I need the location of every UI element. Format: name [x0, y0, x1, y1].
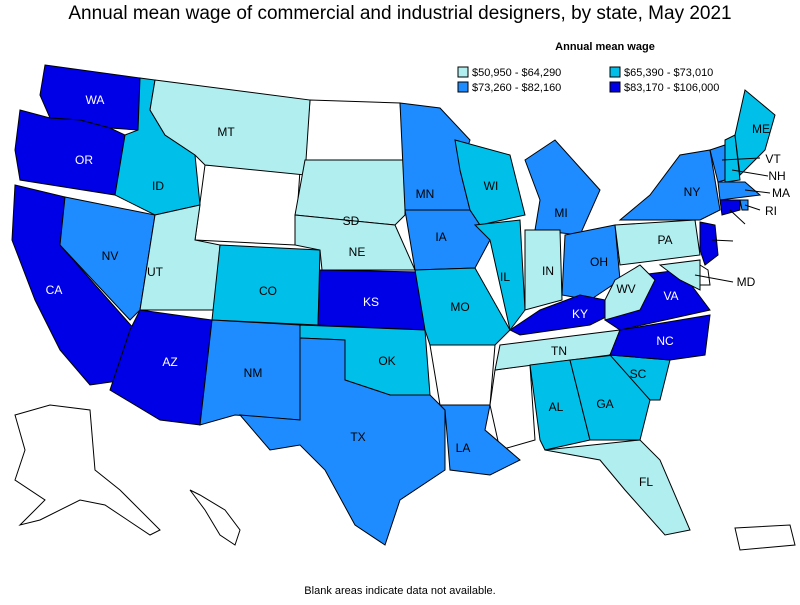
- state-label: VT: [765, 152, 781, 166]
- state-label: PA: [657, 233, 672, 247]
- state-region: [473, 219, 526, 332]
- state-labels: WA OR CA NV ID MT UT AZ CO NM SD NE KS OK TX MN IA MO LA WI…: [46, 93, 790, 489]
- state-label: MT: [217, 125, 235, 139]
- state-label: MI: [554, 206, 567, 220]
- state-region: [618, 149, 721, 221]
- state-region: [699, 221, 719, 266]
- state-label: KS: [363, 295, 379, 309]
- state-label: NJ: [737, 233, 752, 247]
- state-label: SD: [343, 214, 360, 228]
- state-region: [438, 404, 521, 476]
- states: [11, 64, 796, 551]
- state-region: [149, 79, 311, 176]
- state-label: UT: [147, 265, 164, 279]
- state-label: FL: [639, 475, 653, 489]
- state-label: MN: [416, 187, 435, 201]
- state-label: WV: [616, 282, 635, 296]
- state-region: [734, 89, 776, 177]
- state-region: [739, 199, 749, 211]
- state-region: [294, 159, 406, 226]
- state-label: RI: [765, 204, 777, 218]
- state-region: [414, 267, 511, 346]
- state-region: [561, 224, 621, 301]
- state-blank: [194, 164, 301, 246]
- legend-swatch: [457, 66, 469, 78]
- footnote: Blank areas indicate data not available.: [304, 585, 495, 597]
- state-label: WA: [86, 93, 105, 107]
- state-blank: [734, 524, 796, 551]
- state-region: [59, 196, 156, 321]
- legend: $50,950 - $64,290 $65,390 - $73,010 $73,…: [457, 66, 719, 94]
- state-region: [604, 264, 656, 321]
- state-region: [609, 314, 711, 361]
- state-label: LA: [456, 441, 471, 455]
- state-region: [614, 219, 701, 266]
- state-label: NY: [684, 185, 701, 199]
- state-label: IL: [500, 270, 510, 284]
- state-label: OK: [378, 354, 395, 368]
- state-label: IN: [542, 264, 554, 278]
- state-label: CT: [745, 218, 762, 232]
- state-label: TN: [551, 344, 567, 358]
- state-blank: [429, 344, 496, 406]
- state-label: AL: [549, 400, 564, 414]
- state-label: OH: [590, 255, 608, 269]
- state-region: [544, 439, 691, 536]
- map-title: Annual mean wage of commercial and indus…: [68, 3, 731, 24]
- legend-label: $65,390 - $73,010: [624, 67, 713, 79]
- state-label: NE: [349, 245, 366, 259]
- state-region: [717, 181, 762, 201]
- state-label: NC: [656, 334, 674, 348]
- legend-swatch: [609, 66, 621, 78]
- state-label: IA: [435, 230, 446, 244]
- legend-title: Annual mean wage: [555, 41, 655, 53]
- state-blank: [14, 404, 161, 536]
- state-label: AZ: [162, 355, 177, 369]
- state-blank: [304, 99, 406, 161]
- legend-label: $83,170 - $106,000: [624, 82, 719, 94]
- state-label: TX: [350, 430, 365, 444]
- legend-label: $50,950 - $64,290: [472, 67, 561, 79]
- state-blank: [189, 489, 241, 546]
- state-region: [404, 209, 491, 271]
- state-region: [238, 337, 446, 546]
- state-label: MD: [737, 275, 756, 289]
- state-label: CA: [46, 283, 63, 297]
- state-label: VA: [663, 289, 678, 303]
- leader-lines: [694, 157, 771, 283]
- state-label: NV: [102, 249, 119, 263]
- state-label: MA: [772, 186, 790, 200]
- legend-swatch: [609, 81, 621, 93]
- state-region: [658, 259, 701, 291]
- state-label: MO: [450, 300, 469, 314]
- state-label: CO: [259, 284, 277, 298]
- state-region: [529, 359, 591, 451]
- state-region: [524, 139, 601, 236]
- state-label: KY: [572, 307, 588, 321]
- state-label: SC: [630, 367, 647, 381]
- legend-swatch: [457, 81, 469, 93]
- state-label: WI: [484, 179, 499, 193]
- state-blank: [489, 364, 536, 451]
- state-label: OR: [75, 153, 93, 167]
- state-label: GA: [596, 397, 613, 411]
- state-label: NH: [768, 169, 785, 183]
- state-region: [719, 199, 741, 216]
- state-label: ME: [752, 122, 770, 136]
- state-label: NM: [244, 366, 263, 380]
- state-region: [524, 229, 563, 311]
- state-label: ID: [152, 179, 164, 193]
- legend-label: $73,260 - $82,160: [472, 82, 561, 94]
- state-blank: [699, 264, 711, 286]
